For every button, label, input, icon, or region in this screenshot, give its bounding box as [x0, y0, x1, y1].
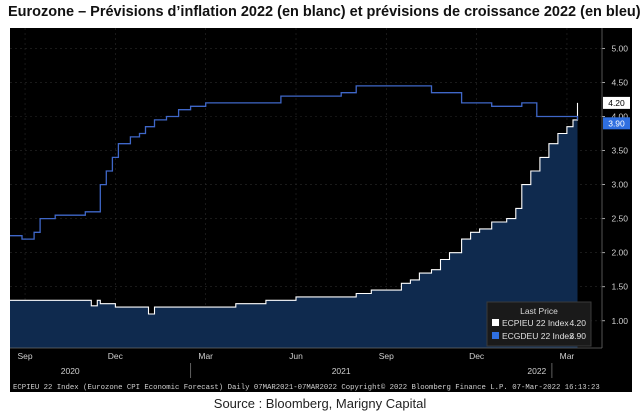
inflation-last-value: 4.20 [608, 98, 625, 108]
y-tick-label: 1.50 [611, 282, 628, 292]
legend-swatch-growth [492, 332, 499, 339]
x-month-label: Mar [198, 351, 213, 361]
x-axis-panel [10, 348, 632, 380]
legend-label-inflation: ECPIEU 22 Index [502, 318, 569, 328]
y-tick-label: 3.00 [611, 180, 628, 190]
growth-line [10, 85, 579, 240]
y-tick-label: 2.00 [611, 248, 628, 258]
legend-box: Last Price ECPIEU 22 Index 4.20 ECGDEU 2… [486, 301, 592, 347]
x-month-label: Jun [289, 351, 303, 361]
x-axis-ticks: Sep Dec Mar Jun Sep Dec Mar 2020 2021 2022 [10, 347, 602, 378]
x-month-label: Sep [17, 351, 32, 361]
legend-value-inflation: 4.20 [569, 318, 586, 328]
x-month-label: Dec [469, 351, 485, 361]
bloomberg-footer: ECPIEU 22 Index (Eurozone CPI Economic F… [13, 383, 600, 392]
x-year-label: 2022 [527, 366, 546, 376]
footer-bar [10, 380, 632, 392]
y-tick-label: 4.00 [611, 112, 628, 122]
last-value-tags: 4.20 3.90 [603, 96, 630, 130]
growth-last-value: 3.90 [608, 118, 625, 128]
legend-value-growth: 3.90 [569, 331, 586, 341]
source-note: Source : Bloomberg, Marigny Capital [213, 396, 427, 411]
growth-last-tag [603, 117, 630, 130]
y-tick-label: 5.00 [611, 43, 628, 53]
x-month-label: Sep [379, 351, 394, 361]
chart-title: Eurozone – Prévisions d’inflation 2022 (… [8, 4, 640, 20]
y-tick-label: 3.50 [611, 146, 628, 156]
y-tick-label: 2.50 [611, 214, 628, 224]
x-month-label: Dec [108, 351, 124, 361]
y-tick-label: 1.00 [611, 316, 628, 326]
y-axis-ticks: 1.00 1.50 2.00 2.50 3.00 3.50 4.00 4.50 5.00 [601, 28, 628, 348]
x-month-label: Mar [560, 351, 575, 361]
inflation-area-fill [10, 102, 578, 349]
y-tick-label: 4.50 [611, 77, 628, 87]
legend-label-growth: ECGDEU 22 Index [502, 331, 574, 341]
x-year-label: 2020 [61, 366, 80, 376]
x-year-label: 2021 [332, 366, 351, 376]
inflation-line [10, 102, 579, 315]
legend-title: Last Price [520, 306, 558, 316]
chart-svg: 1.00 1.50 2.00 2.50 3.00 3.50 4.00 4.50 5.00 Sep… [10, 28, 632, 392]
legend-swatch-inflation [492, 319, 499, 326]
inflation-last-tag [603, 96, 630, 109]
right-axis-panel [602, 28, 632, 348]
